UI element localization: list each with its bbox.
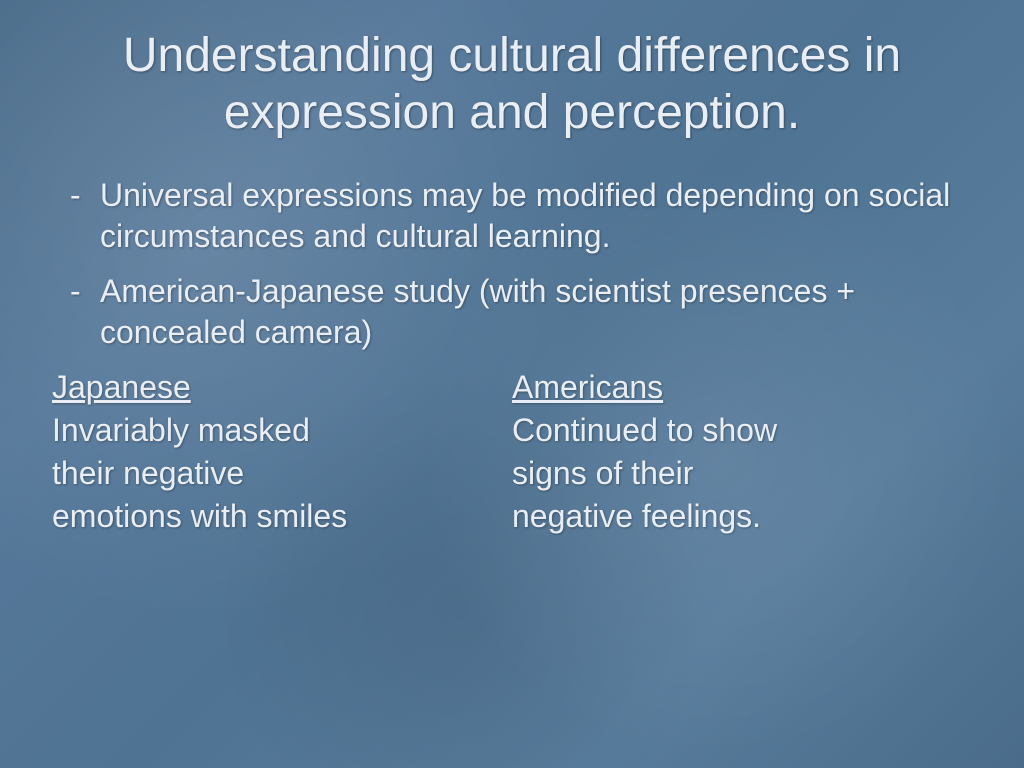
bullet-text: Universal expressions may be modified de… bbox=[100, 177, 950, 254]
column-line: their negative bbox=[52, 453, 512, 494]
bullet-item: American-Japanese study (with scientist … bbox=[52, 271, 972, 353]
column-line: emotions with smiles bbox=[52, 496, 512, 537]
slide-body: Universal expressions may be modified de… bbox=[52, 175, 972, 539]
column-line: negative feelings. bbox=[512, 496, 972, 537]
bullet-text: American-Japanese study (with scientist … bbox=[100, 273, 855, 350]
slide-title: Understanding cultural differences in ex… bbox=[52, 28, 972, 141]
column-heading-left: Japanese bbox=[52, 367, 512, 408]
column-right: Americans Continued to show signs of the… bbox=[512, 367, 972, 539]
column-line: Invariably masked bbox=[52, 410, 512, 451]
presentation-slide: Understanding cultural differences in ex… bbox=[0, 0, 1024, 768]
bullet-item: Universal expressions may be modified de… bbox=[52, 175, 972, 257]
column-line: Continued to show bbox=[512, 410, 972, 451]
column-line: signs of their bbox=[512, 453, 972, 494]
column-left: Japanese Invariably masked their negativ… bbox=[52, 367, 512, 539]
two-column-comparison: Japanese Invariably masked their negativ… bbox=[52, 367, 972, 539]
column-heading-right: Americans bbox=[512, 367, 972, 408]
